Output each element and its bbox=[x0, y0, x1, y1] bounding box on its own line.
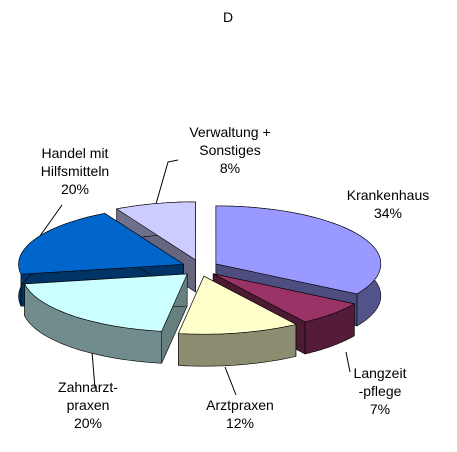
leader-line bbox=[345, 351, 351, 373]
leader-line bbox=[224, 366, 237, 396]
value-label: 12% bbox=[226, 415, 254, 431]
category-label: Krankenhaus bbox=[347, 187, 430, 203]
leader-line bbox=[91, 351, 96, 389]
category-label: Zahnarzt-praxen bbox=[58, 379, 118, 413]
chart-title: D bbox=[223, 9, 233, 25]
slice bbox=[24, 273, 188, 364]
value-label: 7% bbox=[370, 401, 390, 417]
category-label: Handel mit Hilfsmitteln bbox=[41, 145, 109, 179]
slice-top bbox=[215, 205, 382, 295]
value-label: 20% bbox=[61, 181, 89, 197]
category-label: Arztpraxen bbox=[206, 397, 274, 413]
category-label: Langzeit -pflege bbox=[354, 365, 407, 399]
value-label: 34% bbox=[374, 205, 402, 221]
value-label: 8% bbox=[220, 160, 240, 176]
labels: Krankenhaus 34% Langzeit -pflege 7% Arztpraxe… bbox=[41, 124, 429, 431]
value-label: 20% bbox=[74, 415, 102, 431]
slice-top bbox=[24, 273, 188, 332]
pie bbox=[18, 201, 382, 367]
category-label: Verwaltung + Sonstiges bbox=[189, 124, 270, 158]
slice-top bbox=[213, 273, 356, 323]
slice bbox=[177, 275, 297, 367]
slice-top bbox=[18, 213, 185, 275]
slice-top bbox=[177, 275, 297, 335]
slice-top bbox=[115, 201, 196, 261]
